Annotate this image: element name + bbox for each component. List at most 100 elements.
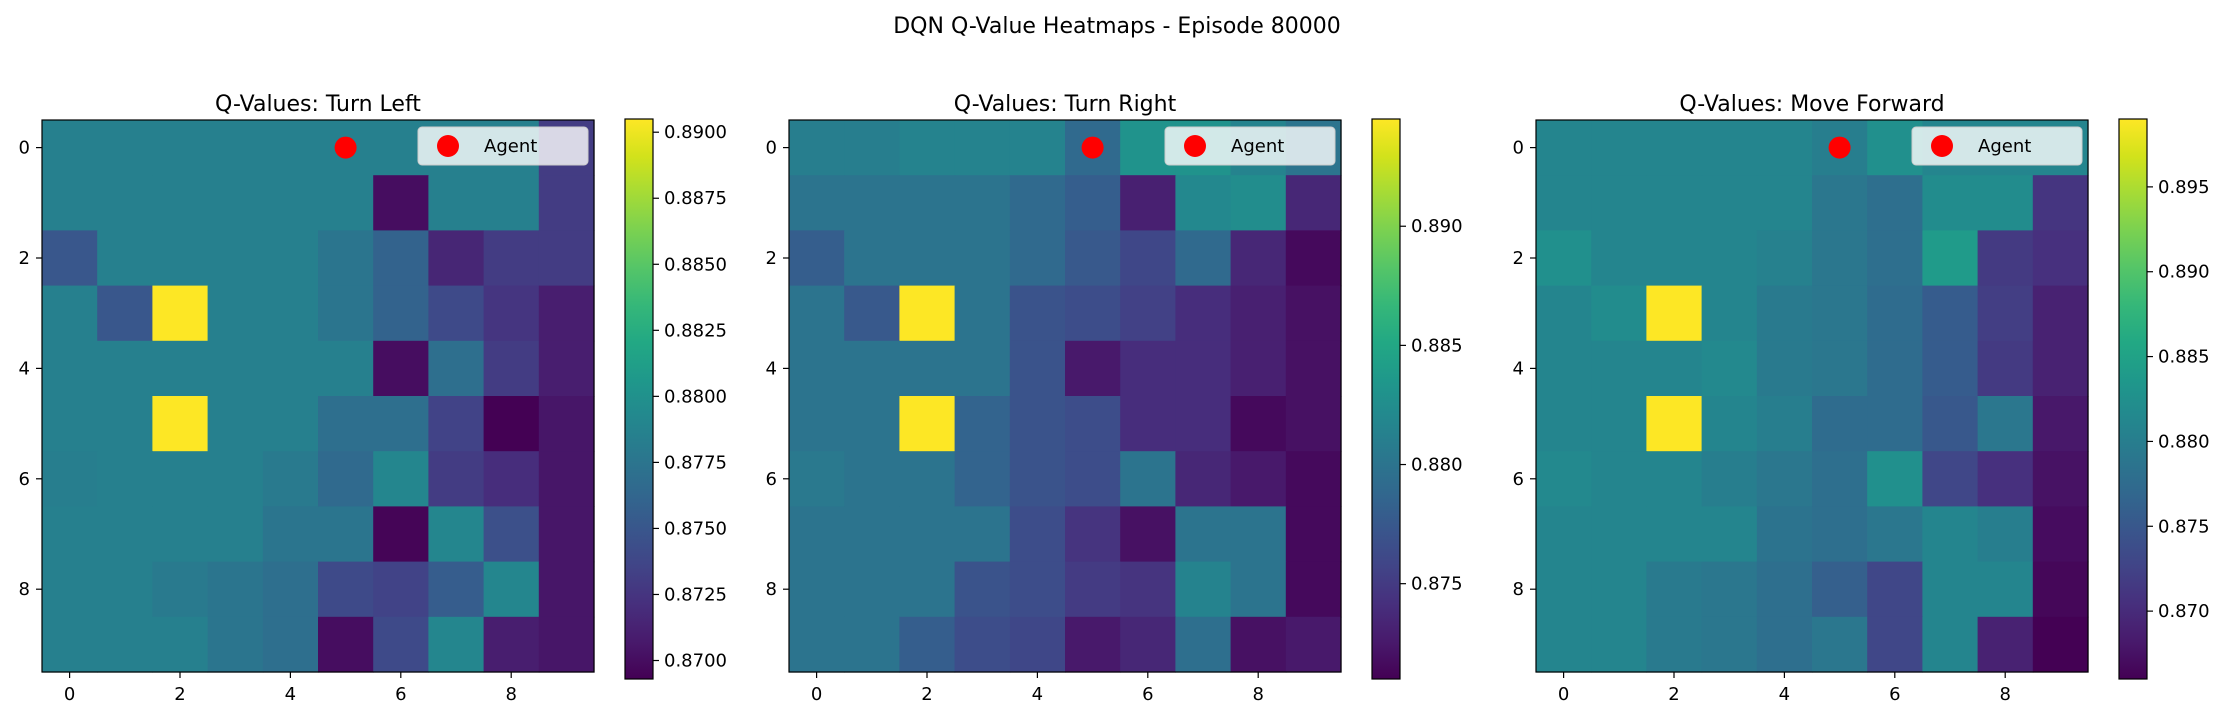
heatmap-cell [152, 616, 209, 673]
heatmap-cell [1701, 285, 1758, 342]
heatmap-cell [152, 285, 209, 342]
legend: Agent [1164, 126, 1336, 166]
heatmap-cell [789, 175, 845, 231]
heatmap-cell [1922, 616, 1979, 673]
heatmap-cell [1812, 561, 1868, 618]
x-tick-label: 8 [505, 684, 516, 705]
heatmap-cell [152, 506, 209, 563]
heatmap-cell [1812, 175, 1868, 231]
heatmap-cell [899, 451, 956, 507]
heatmap-cell [1120, 451, 1176, 507]
heatmap-cell [207, 285, 264, 342]
heatmap-cell [207, 396, 264, 452]
axes-frame [788, 119, 1342, 673]
heatmap-cell [1701, 396, 1758, 452]
heatmap-cell [42, 175, 98, 231]
heatmap-cell [1230, 506, 1287, 563]
colorbar-tick-label: 0.8800 [664, 386, 727, 407]
heatmap-cell [42, 340, 98, 397]
colorbar-tick-label: 0.8825 [664, 320, 727, 341]
heatmap-cell [97, 451, 153, 507]
heatmap-cell [789, 561, 845, 618]
colorbar [625, 119, 653, 679]
heatmap-cell [1120, 616, 1176, 673]
heatmap-cell [1009, 451, 1066, 507]
heatmap-panel-2: Q-Values: Move Forward 0 2 4 6 8 0 2 4 6 8 Agent 0.8… [1513, 92, 2210, 705]
heatmap-cell [844, 285, 900, 342]
heatmap-cell [1536, 230, 1592, 287]
x-tick-label: 0 [1558, 684, 1569, 705]
heatmap-cell [789, 506, 845, 563]
x-tick-label: 6 [1142, 684, 1153, 705]
heatmap-cell [1009, 230, 1066, 287]
heatmap-cell [318, 396, 374, 452]
heatmap-cell [1867, 340, 1923, 397]
heatmap-cell [42, 285, 98, 342]
heatmap-cell [1175, 506, 1232, 563]
heatmap-cell [1756, 285, 1813, 342]
heatmap-cell [954, 561, 1011, 618]
x-tick-label: 8 [1999, 684, 2010, 705]
heatmap-cell [1065, 506, 1121, 563]
x-tick-label: 8 [1252, 684, 1263, 705]
heatmap-cell [789, 451, 845, 507]
heatmap-cell [1230, 175, 1287, 231]
heatmap-cell [1701, 340, 1758, 397]
heatmap-cell [1867, 396, 1923, 452]
y-tick-label: 2 [19, 248, 30, 269]
heatmap-cell [42, 561, 98, 618]
heatmap-cell [1812, 340, 1868, 397]
heatmap-cell [428, 396, 485, 452]
heatmap-cell [1756, 506, 1813, 563]
heatmap-cell [483, 175, 540, 231]
heatmap-cell [1977, 451, 2034, 507]
heatmap-cell [899, 340, 956, 397]
colorbar-tick-label: 0.8775 [664, 452, 727, 473]
legend: Agent [417, 126, 589, 166]
heatmap-cell [1175, 175, 1232, 231]
heatmap-cell [483, 230, 540, 287]
heatmap-cell [318, 285, 374, 342]
heatmap-cell [1646, 120, 1703, 176]
heatmap-cell [1120, 175, 1176, 231]
heatmap-cell [789, 396, 845, 452]
panel-title: Q-Values: Move Forward [1679, 92, 1944, 117]
heatmap-cell [1977, 506, 2034, 563]
heatmap-cell [262, 340, 319, 397]
heatmap-cell [2032, 230, 2089, 287]
heatmap-cell [262, 561, 319, 618]
heatmap-cell [1536, 506, 1592, 563]
heatmap-cell [1230, 230, 1287, 287]
heatmap-cell [207, 340, 264, 397]
x-tick-label: 6 [1889, 684, 1900, 705]
heatmap-cell [2032, 285, 2089, 342]
colorbar-tick-label: 0.880 [2158, 431, 2210, 452]
heatmap-cell [42, 396, 98, 452]
heatmap-cell [373, 396, 429, 452]
heatmap-cell [1285, 561, 1342, 618]
heatmap-cell [538, 561, 595, 618]
heatmap-cell [1009, 175, 1066, 231]
heatmap-cell [1867, 506, 1923, 563]
heatmap-cell [1922, 561, 1979, 618]
heatmap-cell [318, 561, 374, 618]
heatmap-cell [954, 506, 1011, 563]
agent-marker [334, 136, 357, 159]
heatmap-cell [1120, 396, 1176, 452]
heatmap-cell [2032, 340, 2089, 397]
heatmap-cell [1812, 285, 1868, 342]
heatmap-cell [1646, 561, 1703, 618]
heatmap-cell [1009, 285, 1066, 342]
heatmap-cell [152, 340, 209, 397]
heatmap-cell [97, 230, 153, 287]
heatmap-cell [262, 616, 319, 673]
legend-box [417, 126, 589, 166]
heatmap-cell [954, 285, 1011, 342]
heatmap-cell [207, 561, 264, 618]
heatmap-cell [844, 120, 900, 176]
heatmap-cell [207, 616, 264, 673]
heatmap-cell [1922, 340, 1979, 397]
heatmap-cell [789, 340, 845, 397]
heatmap-cell [954, 340, 1011, 397]
colorbar-tick-label: 0.875 [2158, 516, 2210, 537]
